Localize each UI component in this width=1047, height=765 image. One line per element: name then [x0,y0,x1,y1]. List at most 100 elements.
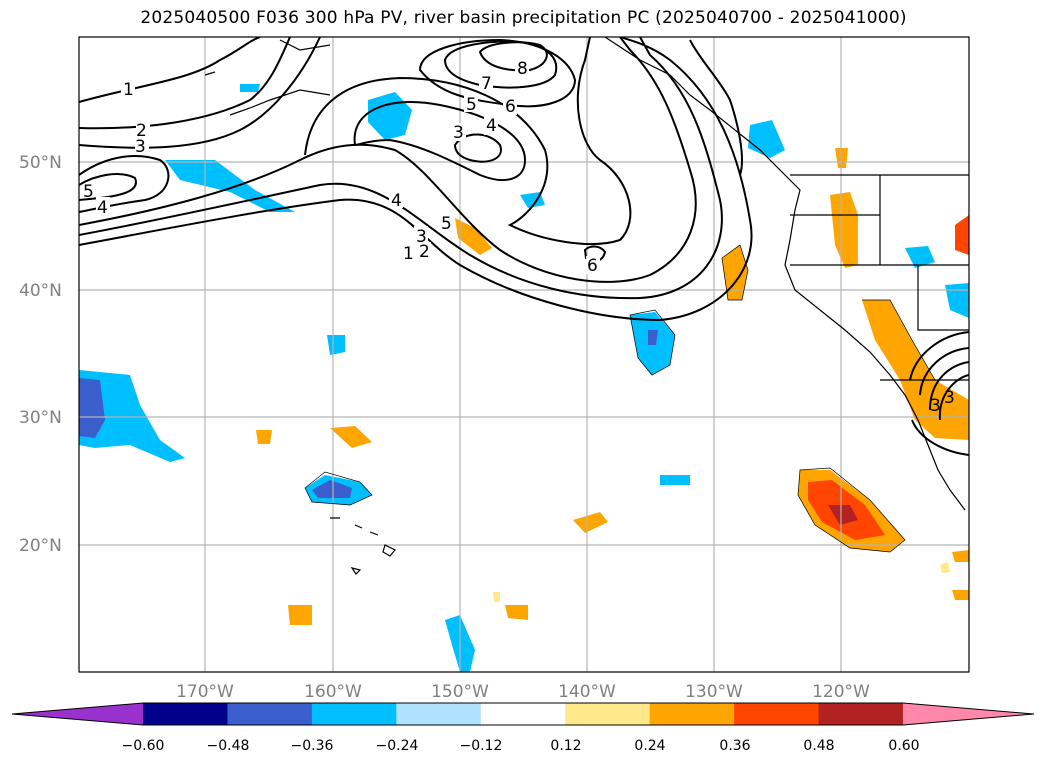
precip-positive-area [952,550,969,562]
precip-positive-area [256,430,272,444]
colorbar-tick-label: −0.48 [207,738,250,754]
precip-positive-area [330,426,372,448]
contour-label: 5 [83,182,94,202]
precip-positive-area [952,590,969,600]
precip-positive-peak [828,505,858,525]
contour-label: 5 [441,214,452,234]
colorbar-segment [818,703,904,725]
colorbar [11,702,1035,726]
contour-label: 8 [517,59,528,79]
colorbar-tick-label: 0.48 [803,738,834,754]
colorbar-tick-labels: −0.60 −0.48 −0.36 −0.24 −0.12 0.12 0.24 … [122,738,920,754]
lat-label: 50°N [19,153,62,173]
colorbar-segment [227,703,313,725]
precip-contour-outlines [304,244,936,553]
precip-negative-area [945,283,969,318]
precip-positive-area [830,192,858,268]
contour-label: 3 [453,123,464,143]
contour-label: 4 [486,116,497,136]
lon-label: 120°W [812,682,870,702]
colorbar-segment [565,703,651,725]
colorbar-tick-label: 0.60 [888,738,919,754]
pv-contour-cutoff-5 [911,419,969,456]
pv-contour-cutoff-3 [929,361,969,411]
lat-label: 40°N [19,281,62,301]
colorbar-segment [649,703,735,725]
map-title: 2025040500 F036 300 hPa PV, river basin … [140,8,907,28]
pv-contour-1-south [79,37,753,322]
north-america-coast [604,37,966,511]
colorbar-segment [143,703,228,725]
pv-contour-labels: 1 2 3 5 4 7 8 5 6 3 4 4 5 3 2 1 6 3 3 [83,58,955,416]
precip-negative-area [327,335,345,355]
colorbar-tick-label: 0.12 [550,738,581,754]
lon-labels: 170°W 160°W 150°W 140°W 130°W 120°W [176,682,870,702]
contour-label: 4 [391,191,402,211]
colorbar-tick-label: 0.36 [719,738,750,754]
colorbar-tick-label: −0.12 [460,738,503,754]
hawaii-islands [330,517,396,575]
lon-label: 150°W [431,682,489,702]
contour-label: 5 [466,95,477,115]
contour-label: 1 [123,80,134,100]
precip-negative-area [905,246,935,268]
pv-contour-vancouver [689,39,743,176]
colorbar-extend-high [903,703,1034,725]
precip-negative-core [312,480,352,498]
precip-negative-area [660,475,690,485]
colorbar-tick-label: −0.24 [376,738,419,754]
contour-label: 1 [403,244,414,264]
pv-contour-3-south [79,37,697,283]
precip-negative-core [79,378,105,438]
precip-negative-core [648,330,658,345]
map-gridlines [79,37,969,672]
pv-contour-cutoff-1 [909,331,969,381]
contour-label: 4 [97,198,108,218]
colorbar-tick-label: −0.36 [291,738,334,754]
contour-label: 6 [505,97,516,117]
precip-negative-area [368,92,412,140]
pv-contour-7 [443,40,558,89]
lat-label: 20°N [19,536,62,556]
pv-contour-cutoff-4 [938,374,969,421]
contour-label: 2 [136,121,147,141]
pv-contour-2 [79,37,291,130]
precip-positive-area [505,605,528,620]
colorbar-tick-label: −0.60 [122,738,165,754]
colorbar-outline [11,702,1035,726]
precip-negative-area [240,84,260,92]
contour-label: 3 [416,227,427,247]
precip-negative-area [165,160,295,212]
precip-positive-area [722,245,748,300]
contour-label: 7 [481,74,492,94]
contour-label: 6 [587,256,598,276]
map-background [79,37,969,672]
contour-label: 3 [135,137,146,157]
colorbar-extend-low [12,703,143,725]
lat-labels: 50°N 40°N 30°N 20°N [19,153,62,556]
pv-contour-4-central [304,37,632,246]
precip-positive-area [288,605,312,625]
contour-label: 3 [930,396,941,416]
pv-contour-5-central [353,101,527,181]
pv-contour-cutoff-2 [919,347,969,396]
precip-positive-area [940,562,950,573]
precip-positive-area [493,592,500,602]
lon-label: 160°W [304,682,362,702]
precip-shading [79,84,969,672]
pv-contour-3 [79,37,321,149]
lon-label: 140°W [558,682,616,702]
pv-contour-8 [478,41,548,72]
precip-positive-area [573,512,608,533]
map-frame [78,36,970,673]
pv-contour-2-south [79,37,723,300]
lon-label: 170°W [176,682,234,702]
colorbar-segment [480,703,566,725]
lat-label: 30°N [19,408,62,428]
colorbar-segment [734,703,820,725]
coastlines [204,37,969,575]
colorbar-segment [396,703,482,725]
state-border [790,175,969,381]
contour-label: 3 [944,388,955,408]
